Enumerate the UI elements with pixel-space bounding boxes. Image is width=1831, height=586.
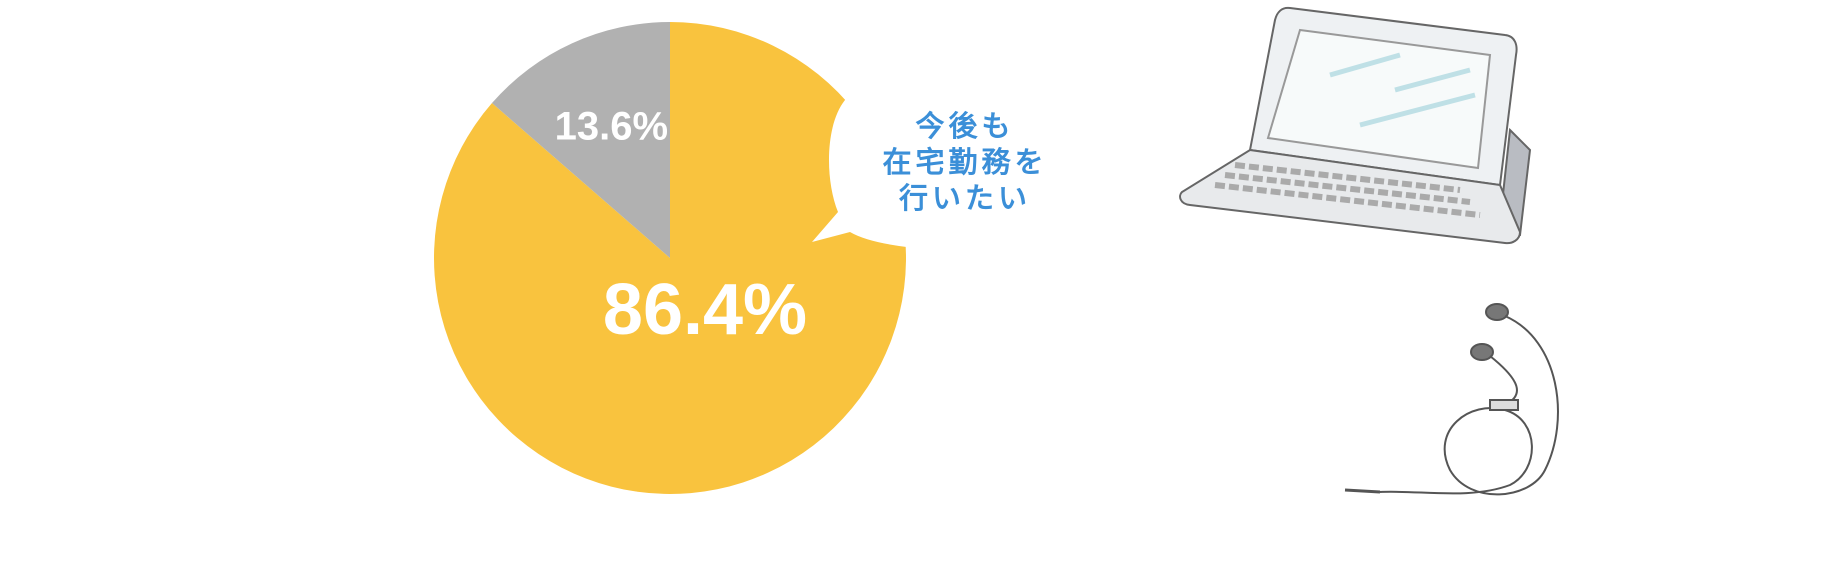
pie <box>433 22 906 494</box>
earphones-illustration <box>1344 303 1559 496</box>
annotation: 今後も <box>915 109 1014 143</box>
value-label: 13.6% <box>555 105 668 149</box>
annotation: 在宅勤務を <box>882 145 1047 179</box>
annotation: 行いたい <box>898 181 1031 215</box>
pie-slice <box>491 22 670 258</box>
speech-bubble <box>812 81 1126 251</box>
value-label: 86.4% <box>603 270 807 350</box>
laptop-illustration <box>1179 6 1532 245</box>
